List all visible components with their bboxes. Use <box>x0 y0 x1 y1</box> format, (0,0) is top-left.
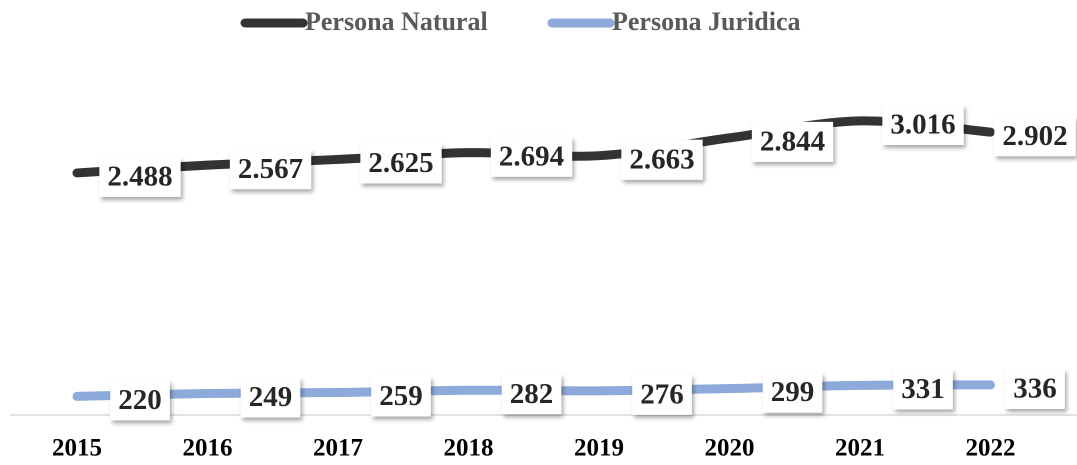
x-tick-label: 2020 <box>705 435 755 462</box>
data-label-box <box>621 139 703 180</box>
data-label-text: 2.663 <box>629 143 694 175</box>
data-label: 2.844 <box>751 121 834 162</box>
data-label-text: 3.016 <box>890 109 955 141</box>
data-label-box <box>360 143 442 184</box>
data-label: 2.488 <box>99 156 181 197</box>
data-label-text: 299 <box>771 376 815 408</box>
data-label: 220 <box>110 380 170 421</box>
data-label-box <box>762 372 823 413</box>
data-label: 3.016 <box>882 104 964 145</box>
data-label-box <box>99 156 181 197</box>
data-label-box <box>751 121 834 162</box>
legend-label: Persona Natural <box>305 7 488 36</box>
data-label-box <box>1005 368 1065 409</box>
data-label: 2.694 <box>490 136 573 177</box>
data-label-text: 220 <box>118 384 162 416</box>
data-label-text: 336 <box>1013 373 1057 405</box>
data-label-text: 2.694 <box>499 140 564 172</box>
x-tick-label: 2018 <box>444 435 494 462</box>
data-label-box <box>371 376 431 417</box>
data-label-text: 2.844 <box>760 126 825 158</box>
data-label-box <box>893 369 953 410</box>
data-label-text: 2.902 <box>1002 120 1067 152</box>
data-label: 336 <box>1005 368 1065 409</box>
data-label-box <box>240 377 301 418</box>
x-tick-label: 2015 <box>52 435 102 462</box>
data-label: 259 <box>371 376 431 417</box>
data-label-text: 2.567 <box>238 153 303 185</box>
x-tick-label: 2021 <box>835 435 885 462</box>
data-label-text: 2.488 <box>107 161 172 193</box>
data-label: 282 <box>501 374 562 415</box>
data-label: 249 <box>240 377 301 418</box>
data-label-text: 331 <box>901 373 945 405</box>
x-tick-label: 2017 <box>313 435 363 462</box>
data-label-box <box>490 136 573 177</box>
data-label-box <box>994 116 1076 157</box>
data-label-text: 276 <box>640 378 684 410</box>
data-label: 331 <box>893 369 953 410</box>
data-label: 299 <box>762 372 823 413</box>
data-label-text: 282 <box>510 378 554 410</box>
data-label-box <box>229 149 312 190</box>
data-label-text: 259 <box>379 380 423 412</box>
data-label: 2.567 <box>229 149 312 190</box>
x-tick-label: 2019 <box>574 435 624 462</box>
x-tick-label: 2016 <box>183 435 233 462</box>
data-label-text: 249 <box>249 381 293 413</box>
legend-label: Persona Juridica <box>612 7 801 36</box>
data-label-box <box>110 380 170 421</box>
data-label-box <box>632 374 692 415</box>
data-label-box <box>501 374 562 415</box>
data-label-text: 2.625 <box>368 147 433 179</box>
data-label: 2.663 <box>621 139 703 180</box>
data-label: 2.902 <box>994 116 1076 157</box>
data-label: 2.625 <box>360 143 442 184</box>
data-label: 276 <box>632 374 692 415</box>
x-tick-label: 2022 <box>966 435 1016 462</box>
data-label-box <box>882 104 964 145</box>
